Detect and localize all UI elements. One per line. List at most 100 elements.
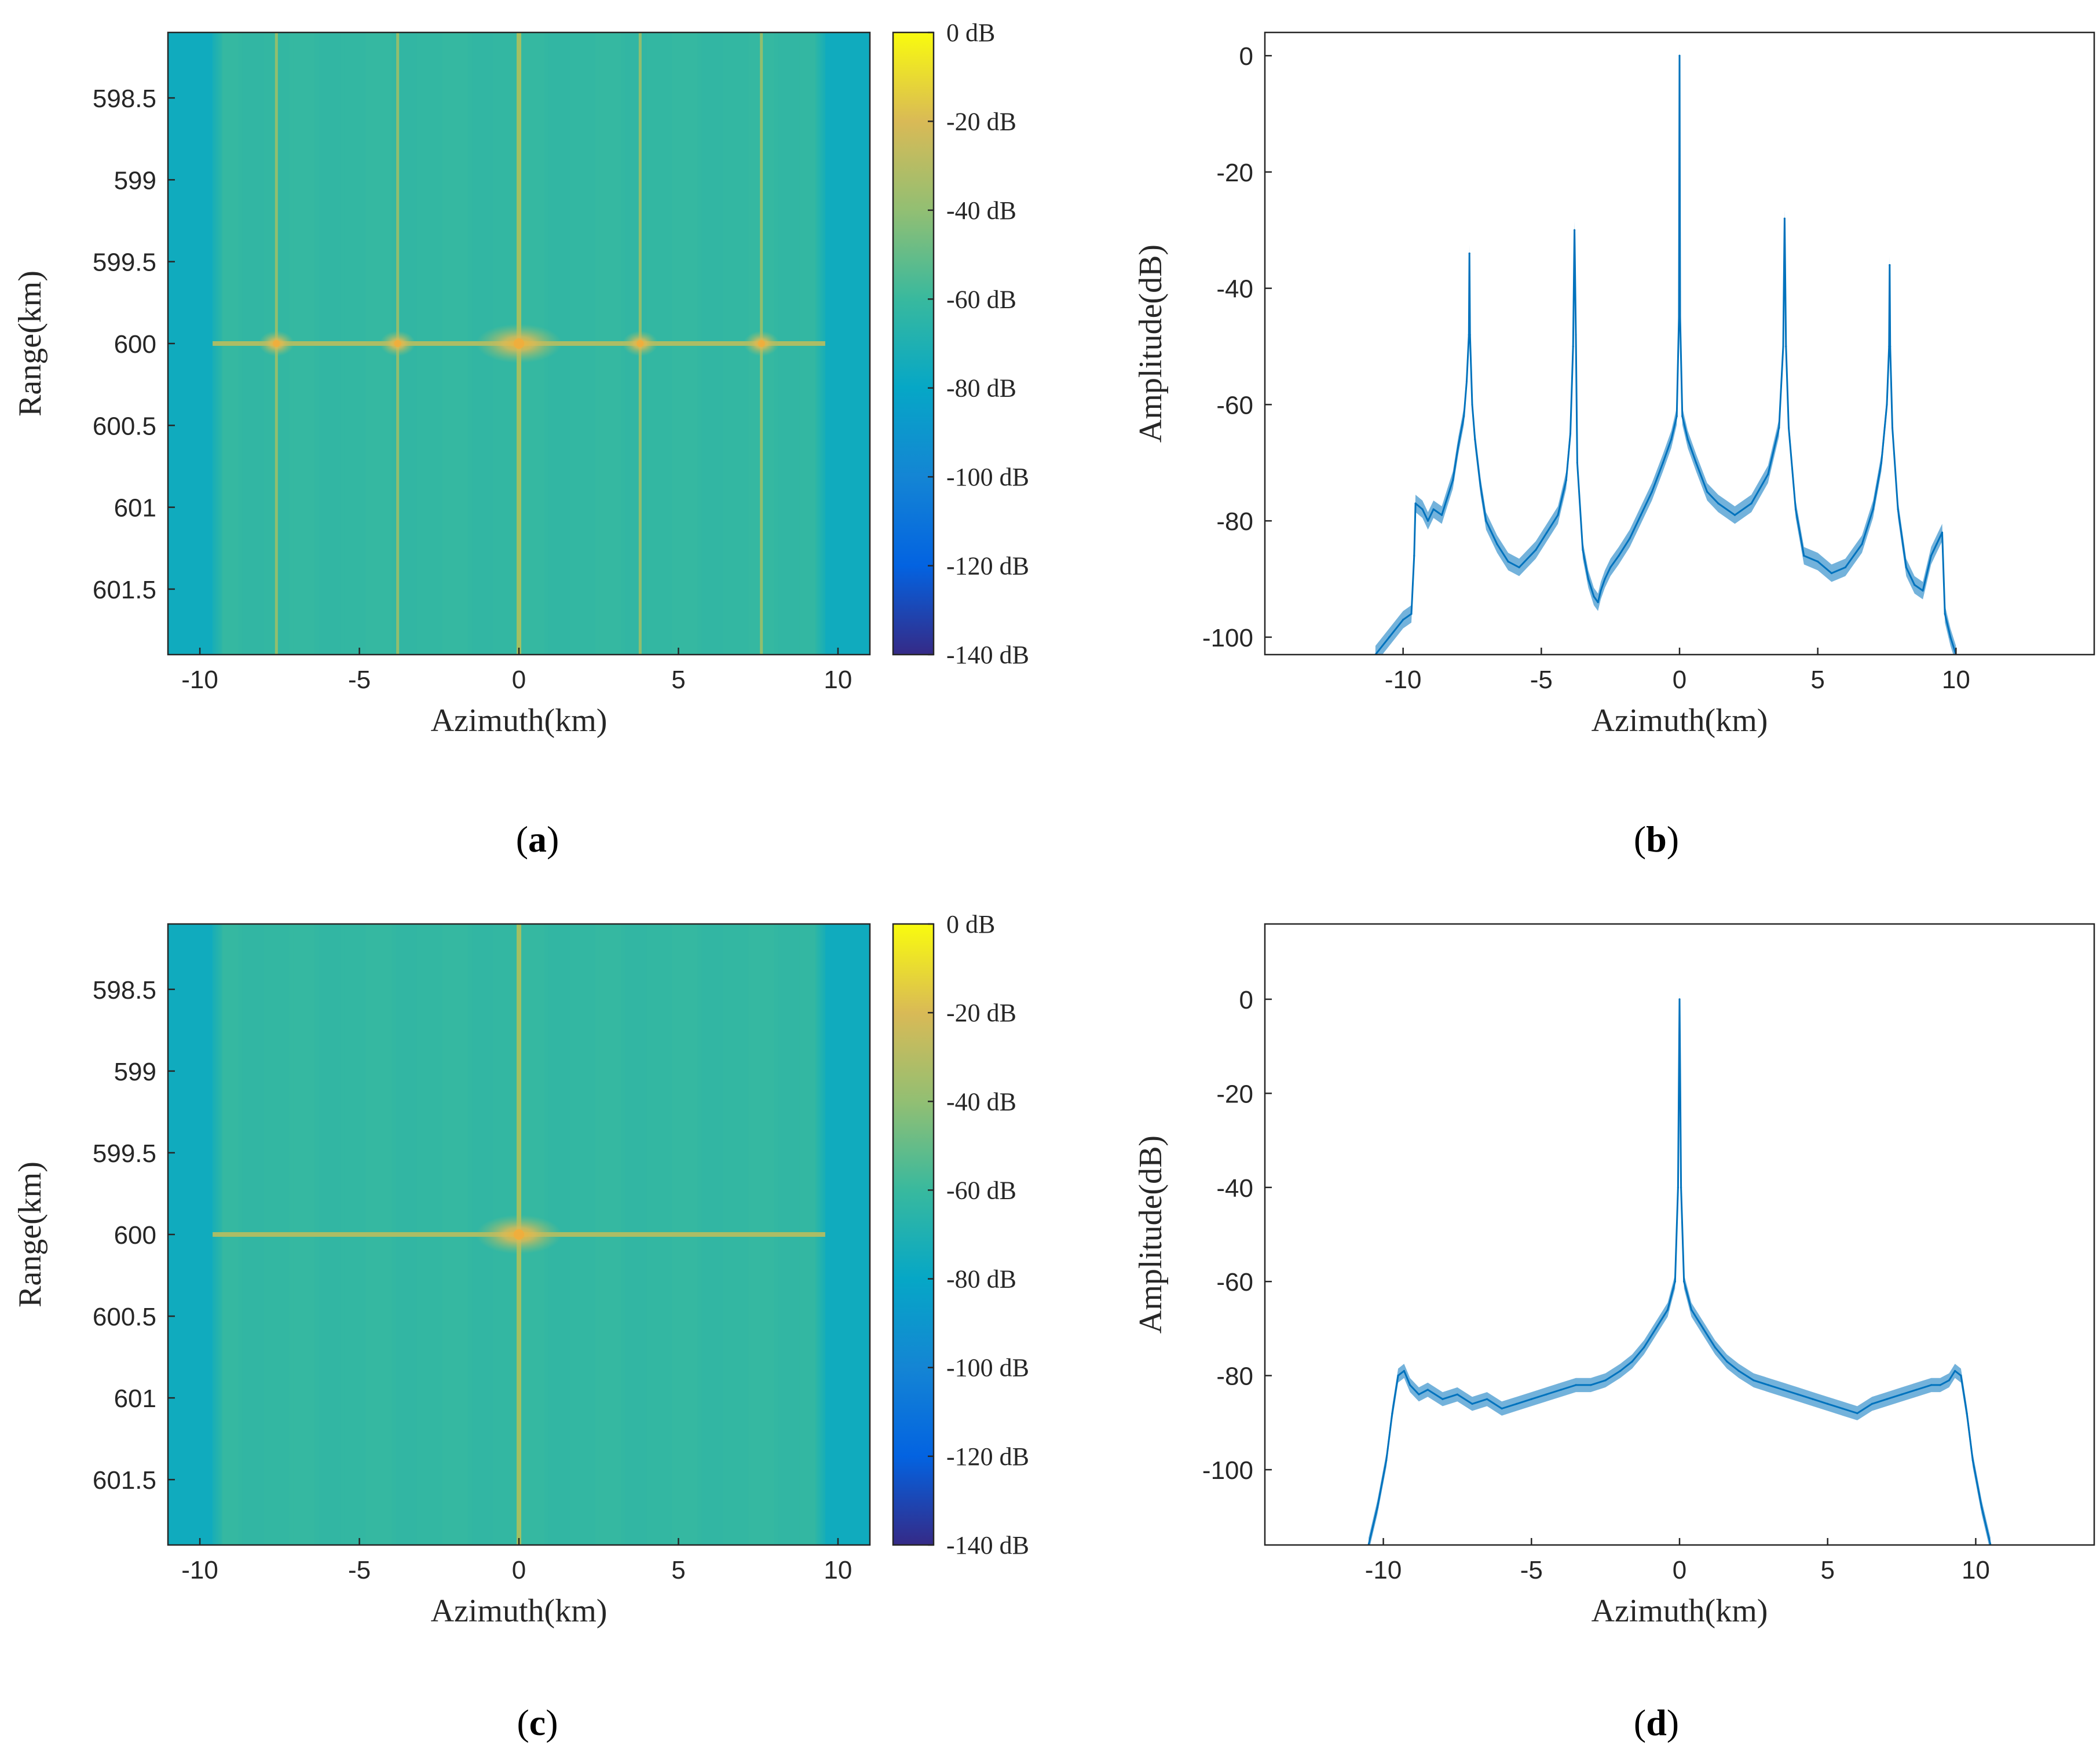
y-tick-label: 600: [114, 330, 156, 359]
data-point: [1915, 1389, 1918, 1391]
y-tick-label: 599.5: [93, 249, 156, 277]
data-point: [1702, 1327, 1704, 1330]
data-point: [1922, 589, 1924, 592]
panel-c: -10 -5 0 5 10 598.5 599 599.5 600 600.5 601 601.5 Az…: [12, 910, 1029, 1743]
data-point: [1714, 1346, 1716, 1349]
y-tick-label: 601: [114, 494, 156, 523]
data-point: [1385, 1459, 1388, 1462]
x-axis-label: Azimuth(km): [1592, 703, 1768, 739]
data-point: [1675, 415, 1678, 418]
data-point: [1463, 415, 1465, 418]
data-point: [1410, 613, 1413, 615]
data-point: [1900, 1393, 1903, 1396]
data-point: [1889, 264, 1891, 266]
data-point: [1629, 537, 1631, 539]
data-point: [1402, 619, 1404, 621]
data-point: [1565, 479, 1567, 481]
data-point: [1886, 1398, 1888, 1400]
data-point: [1914, 583, 1916, 586]
y-tick-label: 0: [1239, 986, 1253, 1014]
y-tick-label: -40: [1216, 1174, 1253, 1203]
x-tick-label: 0: [1673, 1556, 1686, 1584]
data-point: [1782, 1389, 1784, 1391]
y-tick-label: -60: [1216, 391, 1253, 419]
data-point: [1678, 54, 1681, 57]
data-point: [1785, 345, 1787, 348]
colorbar-tick-label: -80 dB: [946, 374, 1016, 403]
data-point: [1797, 1393, 1799, 1396]
y-tick-label: -100: [1202, 1456, 1253, 1485]
y-tick-label: 598.5: [93, 976, 156, 1004]
data-point: [1418, 1393, 1420, 1396]
plot-area: [1367, 992, 1992, 1545]
data-point: [1535, 549, 1537, 551]
data-point: [1575, 1384, 1577, 1386]
colorbar-gradient: [893, 32, 934, 655]
data-point: [1655, 1327, 1657, 1330]
y-tick-label: 601.5: [93, 1466, 156, 1495]
data-point: [1432, 508, 1435, 510]
data-point: [1618, 554, 1620, 557]
y-tick-label: -80: [1216, 507, 1253, 536]
data-point: [1674, 1280, 1676, 1283]
data-point: [1589, 1384, 1592, 1386]
data-point: [1426, 1389, 1429, 1391]
y-axis-label: Amplitude(dB): [1133, 244, 1169, 443]
data-point: [1787, 426, 1790, 429]
data-point: [1587, 578, 1590, 580]
data-point: [1631, 1360, 1633, 1363]
data-point: [1856, 1412, 1858, 1415]
y-tick-label: 599.5: [93, 1139, 156, 1168]
data-point: [1413, 554, 1415, 557]
data-point: [1767, 473, 1769, 476]
x-tick-label: -5: [348, 666, 371, 694]
x-tick-label: 10: [824, 1556, 852, 1584]
target-core-0: [514, 1229, 524, 1240]
colorbar-gradient: [893, 924, 934, 1545]
data-point: [1891, 426, 1894, 429]
data-point: [1936, 543, 1938, 545]
data-point: [1451, 479, 1454, 481]
panel-caption-d: (d): [1634, 1702, 1679, 1743]
y-tick-label: -60: [1216, 1268, 1253, 1296]
x-tick-label: 0: [512, 1556, 526, 1584]
data-point: [1414, 502, 1417, 505]
data-point: [1844, 566, 1846, 569]
data-point: [1803, 554, 1805, 557]
data-point: [1737, 1369, 1740, 1372]
target-core-1: [394, 340, 401, 347]
data-point: [1471, 403, 1473, 406]
x-axis-label: Azimuth(km): [431, 703, 608, 739]
data-point: [1949, 636, 1952, 638]
data-point: [1948, 1379, 1950, 1382]
colorbar: 0 dB -20 dB -40 dB -60 dB -80 dB -100 dB -120 …: [892, 19, 1029, 669]
y-tick-label: -20: [1216, 1080, 1253, 1108]
colorbar-tick-label: -60 dB: [946, 1176, 1016, 1204]
data-point: [1971, 1459, 1974, 1462]
data-point: [1600, 589, 1602, 592]
data-point: [1516, 1402, 1518, 1405]
data-point: [1640, 514, 1642, 516]
data-point: [1456, 1393, 1459, 1396]
x-tick-label: 0: [512, 666, 526, 694]
x-tick-label: 5: [1810, 666, 1824, 694]
x-tick-label: -10: [181, 666, 218, 694]
data-point: [1861, 543, 1863, 545]
heatmap-edge-left: [168, 924, 213, 1545]
data-point: [1886, 403, 1888, 406]
colorbar-tick-label: 0 dB: [946, 910, 995, 938]
target-core-2: [514, 338, 524, 349]
y-tick-label: -100: [1202, 624, 1253, 652]
panel-b: -10 -5 0 5 10 0 -20 -40 -60 -80 -100 Azimuth(km) Amp…: [1133, 31, 2095, 860]
data-point: [1421, 508, 1424, 510]
data-point: [1680, 1186, 1682, 1189]
data-point: [1643, 1346, 1645, 1349]
data-point: [1409, 1384, 1411, 1386]
y-axis-label: Amplitude(dB): [1133, 1135, 1169, 1334]
x-tick-label: -5: [1520, 1556, 1543, 1584]
data-point: [1427, 520, 1429, 522]
data-point: [1496, 543, 1498, 545]
colorbar-tick-label: -140 dB: [946, 641, 1029, 669]
y-tick-label: 0: [1239, 42, 1253, 71]
